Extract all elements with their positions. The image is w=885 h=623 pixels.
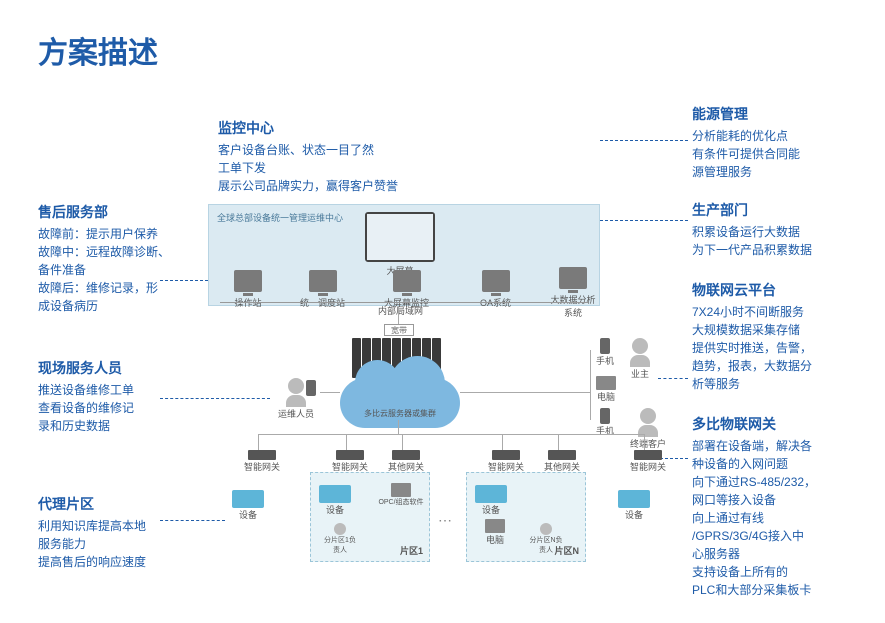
pc-icon: 电脑 (596, 376, 616, 403)
zone-label: 片区N (555, 544, 580, 557)
device-icon: 设备 (319, 485, 351, 516)
vline (402, 434, 403, 450)
gateway-icon: 智能网关 (332, 450, 368, 473)
standalone-device-icon: 设备 (618, 490, 650, 521)
monitor-icon (393, 270, 421, 292)
vline (502, 434, 503, 450)
owner-icon: 业主 (630, 338, 650, 380)
callout-body: 客户设备台账、状态一目了然 工单下发 展示公司品牌实力，赢得客户赞誉 (218, 141, 398, 195)
callout-gateway: 多比物联网关 部署在设备端，解决各 种设备的入网问题 向下通过RS-485/23… (692, 414, 816, 599)
big-screen-icon (365, 212, 435, 262)
callout-body: 积累设备运行大数据 为下一代产品积累数据 (692, 223, 812, 259)
conn (590, 350, 591, 420)
monitor-icon (559, 267, 587, 289)
opc-icon: OPC/组态软件 (377, 483, 425, 507)
owner-phone-icon: 手机 (596, 338, 614, 367)
person-icon (640, 408, 656, 424)
callout-field-staff: 现场服务人员 推送设备维修工单 查看设备的维修记 录和历史数据 (38, 358, 134, 435)
callout-agent-zone: 代理片区 利用知识库提高本地 服务能力 提高售后的响应速度 (38, 494, 146, 571)
monitor-icon (234, 270, 262, 292)
connector-line (600, 220, 688, 221)
customer-phone-icon: 手机 (596, 408, 614, 437)
person-icon (288, 378, 304, 394)
monitor-icon (482, 270, 510, 292)
callout-title: 售后服务部 (38, 202, 170, 222)
callout-body: 7X24小时不间断服务 大规模数据采集存储 提供实时推送，告警， 趋势，报表，大… (692, 303, 812, 393)
callout-title: 代理片区 (38, 494, 146, 514)
monitor-icon (309, 270, 337, 292)
person-icon (540, 523, 552, 535)
hline (258, 434, 644, 435)
callout-body: 部署在设备端，解决各 种设备的入网问题 向下通过RS-485/232， 网口等接… (692, 437, 816, 599)
dispatch-icon: 统一调度站 (300, 270, 345, 309)
callout-body: 利用知识库提高本地 服务能力 提高售后的响应速度 (38, 517, 146, 571)
callout-title: 多比物联网关 (692, 414, 816, 434)
connector-line (600, 140, 688, 141)
zone-person-icon: 分片区1负责人 (321, 523, 359, 555)
callout-energy: 能源管理 分析能耗的优化点 有条件可提供合同能 源管理服务 (692, 104, 800, 181)
vline (398, 420, 399, 434)
gateway-icon: 智能网关 (488, 450, 524, 473)
zone-n: 设备 电脑 分片区N负责人 片区N (466, 472, 586, 562)
connector-line (160, 520, 225, 521)
callout-aftersales: 售后服务部 故障前：提示用户保养 故障中：远程故障诊断、 备件准备 故障后：维修… (38, 202, 170, 315)
standalone-device-icon: 设备 (232, 490, 264, 521)
gateway-icon: 其他网关 (388, 450, 424, 473)
vline (558, 434, 559, 450)
device-icon: 设备 (475, 485, 507, 516)
vline (644, 434, 645, 450)
conn (460, 392, 590, 393)
callout-body: 推送设备维修工单 查看设备的维修记 录和历史数据 (38, 381, 134, 435)
callout-title: 监控中心 (218, 118, 398, 138)
callout-production: 生产部门 积累设备运行大数据 为下一代产品积累数据 (692, 200, 812, 259)
callout-title: 能源管理 (692, 104, 800, 124)
callout-body: 故障前：提示用户保养 故障中：远程故障诊断、 备件准备 故障后：维修记录，形 成… (38, 225, 170, 315)
vline (398, 306, 399, 324)
callout-cloud-platform: 物联网云平台 7X24小时不间断服务 大规模数据采集存储 提供实时推送，告警， … (692, 280, 812, 393)
customer-icon: 终端客户 (630, 408, 666, 450)
intranet-line (220, 302, 588, 303)
callout-body: 分析能耗的优化点 有条件可提供合同能 源管理服务 (692, 127, 800, 181)
oa-icon: OA系统 (480, 270, 511, 309)
zone-label: 片区1 (400, 544, 423, 557)
connector-line (160, 280, 208, 281)
panel-label: 全球总部设备统一管理运维中心 (217, 211, 343, 224)
gateway-icon: 智能网关 (244, 450, 280, 473)
gateway-icon: 智能网关 (630, 450, 666, 473)
broadband-box: 宽带 (384, 324, 414, 336)
zone-1: 设备 OPC/组态软件 分片区1负责人 片区1 (310, 472, 430, 562)
phone-icon (306, 380, 316, 396)
connector-line (160, 398, 270, 399)
callout-title: 物联网云平台 (692, 280, 812, 300)
person-icon (632, 338, 648, 354)
vline (346, 434, 347, 450)
pc-zone-icon: 电脑 (485, 519, 505, 546)
intranet-label: 内部局域网 (378, 304, 423, 317)
callout-title: 现场服务人员 (38, 358, 134, 378)
vline (258, 434, 259, 450)
cloud-icon (340, 378, 460, 428)
callout-monitor-center: 监控中心 客户设备台账、状态一目了然 工单下发 展示公司品牌实力，赢得客户赞誉 (218, 118, 398, 195)
workstation-icon: 操作站 (234, 270, 262, 309)
bigdata-icon: 大数据分析系统 (548, 267, 598, 319)
conn (320, 392, 340, 393)
callout-title: 生产部门 (692, 200, 812, 220)
page-title: 方案描述 (38, 28, 158, 72)
cloud-label: 多比云服务器或集群 (355, 408, 445, 419)
person-icon (334, 523, 346, 535)
ellipsis-icon: ⋯ (438, 512, 452, 529)
gateway-icon: 其他网关 (544, 450, 580, 473)
connector-line (658, 378, 688, 379)
